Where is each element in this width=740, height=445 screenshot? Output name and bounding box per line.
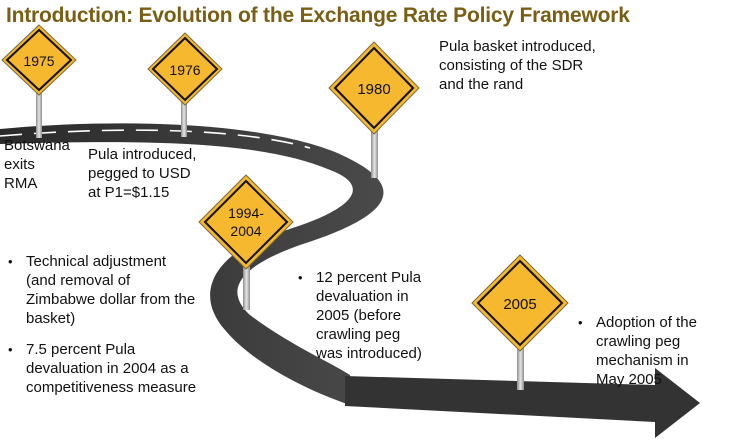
- event-1975-line: RMA: [4, 175, 38, 192]
- bullet-line: was introduced): [316, 345, 422, 362]
- sign-1994-2004: 1994- 2004: [198, 174, 294, 270]
- sign-2005: 2005: [471, 254, 569, 352]
- sign-label-1994-line1: 1994-: [228, 205, 264, 221]
- event-1975-line: Botswana: [4, 137, 70, 154]
- list-item: 7.5 percent Pula devaluation in 2004 as …: [4, 340, 224, 397]
- sign-1976: 1976: [147, 32, 223, 106]
- bullet-line: Technical adjustment: [26, 253, 167, 270]
- event-1980: Pula basket introduced, consisting of th…: [439, 37, 619, 94]
- bullet-line: crawling peg: [316, 326, 401, 343]
- post-1976: [181, 95, 187, 137]
- post-2005: [517, 340, 524, 390]
- bullet-line: Adoption of the: [596, 314, 697, 331]
- event-1980-line: and the rand: [439, 76, 524, 93]
- list-item: Adoption of the crawling peg mechanism i…: [574, 313, 734, 389]
- list-item: Technical adjustment (and removal of Zim…: [4, 252, 224, 328]
- bullet-line: May 2005: [596, 371, 662, 388]
- sign-label-1994-line2: 2004: [230, 223, 261, 239]
- road-lane-marking: [0, 129, 311, 149]
- bullet-line: crawling peg: [596, 333, 681, 350]
- event-1994-2004-list: Technical adjustment (and removal of Zim…: [4, 252, 224, 409]
- slide-title: Introduction: Evolution of the Exchange …: [6, 4, 630, 27]
- sign-label-1976: 1976: [169, 62, 200, 78]
- event-2005-devaluation-list: 12 percent Pula devaluation in 2005 (bef…: [294, 268, 454, 375]
- event-2005-crawling-peg-list: Adoption of the crawling peg mechanism i…: [574, 313, 734, 401]
- bullet-line: competitiveness measure: [26, 379, 197, 396]
- event-1976: Pula introduced, pegged to USD at P1=$1.…: [88, 145, 196, 202]
- event-1976-line: at P1=$1.15: [88, 184, 170, 201]
- bullet-line: 12 percent Pula: [316, 269, 422, 286]
- sign-label-1980: 1980: [357, 81, 390, 98]
- event-1976-line: pegged to USD: [88, 165, 191, 182]
- bullet-line: mechanism in: [596, 352, 689, 369]
- event-1980-line: consisting of the SDR: [439, 57, 584, 74]
- bullet-line: devaluation in: [316, 288, 409, 305]
- bullet-line: devaluation in 2004 as a: [26, 360, 189, 377]
- sign-label-2005: 2005: [503, 296, 536, 313]
- bullet-line: 7.5 percent Pula: [26, 341, 136, 358]
- bullet-line: (and removal of: [26, 272, 131, 289]
- list-item: 12 percent Pula devaluation in 2005 (bef…: [294, 268, 454, 363]
- event-1976-line: Pula introduced,: [88, 146, 197, 163]
- event-1975: Botswana exits RMA: [4, 136, 70, 193]
- sign-label-1975: 1975: [23, 53, 54, 69]
- event-1975-line: exits: [4, 156, 35, 173]
- event-1980-line: Pula basket introduced,: [439, 38, 596, 55]
- post-1994-2004: [243, 250, 250, 310]
- sign-1975: 1975: [1, 24, 77, 96]
- bullet-line: basket): [26, 310, 76, 327]
- sign-1980: 1980: [328, 41, 420, 135]
- bullet-line: 2005 (before: [316, 307, 402, 324]
- bullet-line: Zimbabwe dollar from the: [26, 291, 196, 308]
- post-1980: [371, 118, 378, 178]
- post-1975: [36, 80, 42, 138]
